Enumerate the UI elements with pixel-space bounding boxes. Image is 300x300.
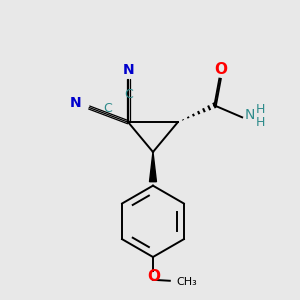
Text: O: O <box>148 269 160 284</box>
Text: N: N <box>70 96 82 110</box>
Text: H: H <box>255 116 265 129</box>
Text: CH₃: CH₃ <box>177 277 197 287</box>
Text: C: C <box>124 88 133 101</box>
Text: N: N <box>122 63 134 77</box>
Text: N: N <box>245 108 255 122</box>
Polygon shape <box>149 152 156 182</box>
Text: H: H <box>255 103 265 116</box>
Text: C: C <box>103 102 112 116</box>
Text: O: O <box>214 62 227 77</box>
